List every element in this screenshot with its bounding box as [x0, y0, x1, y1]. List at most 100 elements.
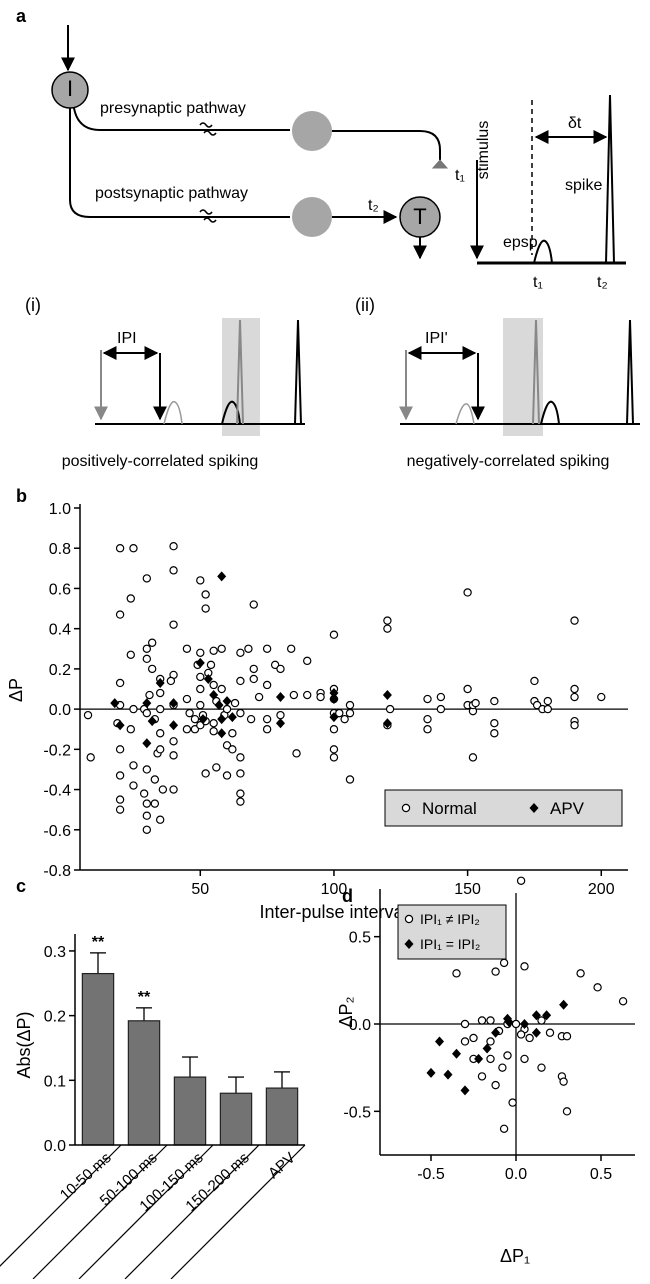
- point: [155, 704, 165, 714]
- point: [469, 1033, 478, 1043]
- point: [209, 690, 219, 701]
- trace-label: stimulus: [475, 121, 492, 180]
- case-ii: (ii) IPI' negatively-correlated spiking: [355, 295, 640, 470]
- point: [530, 676, 539, 686]
- point: [139, 789, 149, 798]
- epsp-trace: [455, 403, 475, 425]
- point: [150, 799, 160, 808]
- case-label: (i): [25, 295, 41, 315]
- point: [436, 704, 446, 714]
- point: [345, 775, 355, 784]
- point: [115, 805, 125, 814]
- point: [142, 654, 152, 664]
- point: [435, 1036, 444, 1047]
- point: [463, 588, 472, 597]
- point: [201, 769, 210, 778]
- point: [570, 684, 579, 694]
- point: [236, 708, 245, 718]
- point: [155, 815, 165, 824]
- point: [212, 763, 221, 772]
- point: [340, 714, 349, 724]
- significance: **: [92, 934, 105, 951]
- point: [423, 694, 432, 704]
- point: [244, 644, 253, 653]
- point: [182, 694, 192, 704]
- point: [537, 1063, 546, 1072]
- point: [543, 696, 553, 706]
- point: [169, 720, 179, 731]
- x-tick-label: 100: [321, 881, 348, 898]
- point: [115, 720, 125, 731]
- point: [203, 673, 213, 684]
- point: [345, 708, 355, 718]
- point: [562, 1032, 572, 1041]
- point: [511, 1019, 521, 1029]
- point: [504, 1017, 514, 1028]
- point: [503, 1051, 512, 1060]
- point: [490, 696, 499, 706]
- point: [227, 712, 237, 723]
- bar: [265, 1087, 299, 1146]
- point: [570, 692, 579, 702]
- point: [86, 753, 95, 762]
- panel-label: a: [16, 6, 27, 26]
- spike-trace: [532, 319, 540, 425]
- point: [471, 698, 480, 708]
- point: [426, 1067, 436, 1078]
- point: [158, 785, 168, 794]
- point: [142, 799, 152, 808]
- epsp-trace: [221, 400, 241, 425]
- point: [217, 644, 226, 653]
- trace-label: spike: [565, 177, 602, 194]
- point: [115, 795, 125, 804]
- point: [236, 676, 245, 686]
- point: [214, 700, 224, 711]
- point: [246, 714, 256, 724]
- y-tick-label: -0.6: [43, 823, 71, 840]
- point: [329, 688, 339, 699]
- point: [169, 542, 178, 551]
- x-tick-label: APV: [265, 1149, 299, 1182]
- point: [236, 648, 245, 658]
- category-divider: [124, 1144, 260, 1280]
- y-tick-label: -0.5: [343, 1104, 371, 1121]
- point: [345, 700, 355, 710]
- legend-label: APV: [550, 799, 585, 818]
- y-tick-label: 0.5: [349, 930, 371, 947]
- point: [222, 771, 232, 780]
- y-tick-label: 0.0: [44, 1138, 66, 1155]
- point: [593, 983, 602, 992]
- point: [190, 714, 200, 724]
- trace-label: t₁: [533, 274, 543, 291]
- point: [196, 672, 205, 682]
- point: [262, 714, 272, 724]
- point: [423, 714, 432, 724]
- point: [129, 781, 138, 790]
- point: [531, 1010, 541, 1021]
- point: [562, 1107, 572, 1116]
- y-axis-label: Abs(ΔP): [14, 1011, 34, 1078]
- postsynaptic-line: [69, 108, 290, 218]
- case-i: (i) IPI positively-correlated spiking: [25, 295, 305, 470]
- spike-trace: [236, 319, 244, 425]
- point: [228, 745, 237, 754]
- point: [169, 737, 178, 746]
- pre-neuron: [292, 111, 332, 151]
- point: [335, 708, 344, 718]
- trace-label: δt: [568, 115, 582, 132]
- point: [129, 704, 138, 714]
- y-tick-label: 0.0: [349, 1017, 371, 1034]
- point: [618, 997, 628, 1006]
- point: [129, 761, 138, 770]
- y-tick-label: 0.4: [49, 622, 71, 639]
- synapse: [431, 159, 449, 169]
- point: [126, 594, 135, 603]
- legend-marker: [404, 914, 414, 924]
- point: [286, 644, 296, 653]
- y-tick-label: 0.8: [49, 541, 71, 558]
- point: [142, 698, 152, 709]
- ipi-label: IPI: [117, 330, 137, 347]
- point: [249, 674, 258, 684]
- point: [537, 1016, 546, 1025]
- y-tick-label: 0.6: [49, 581, 71, 598]
